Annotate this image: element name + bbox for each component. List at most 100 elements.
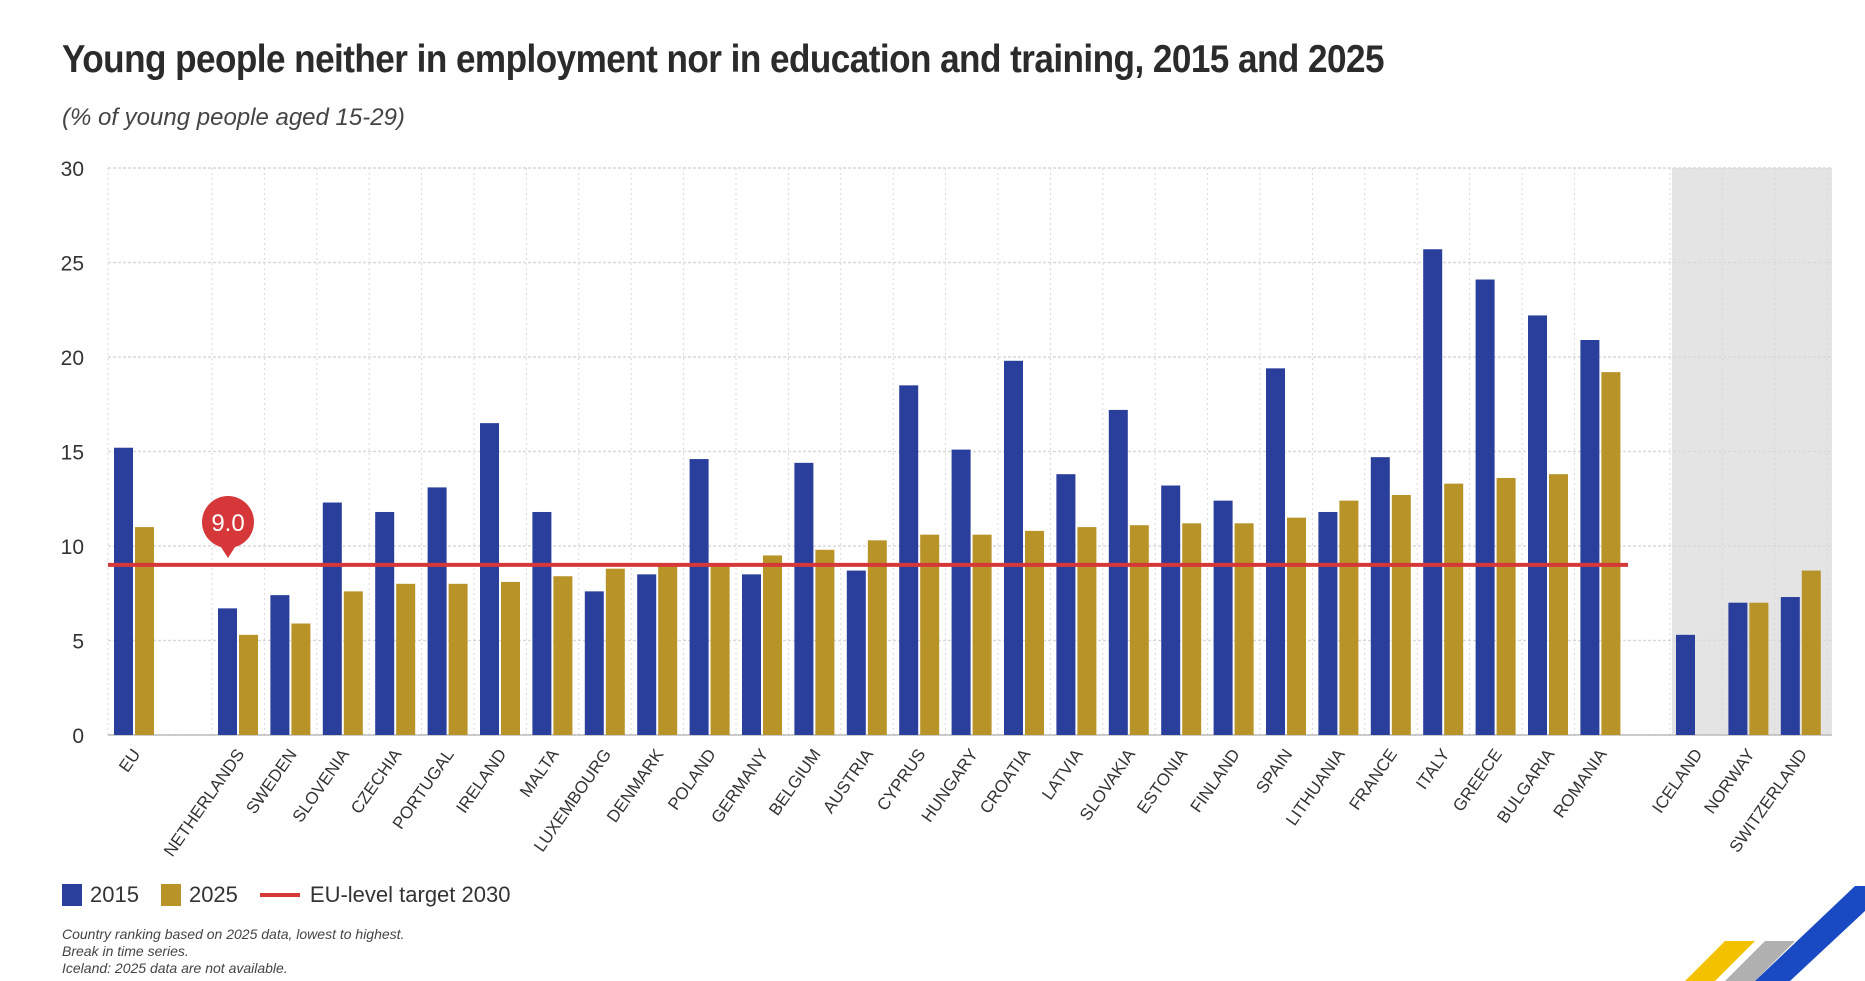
bar-2025-estonia (1182, 523, 1202, 735)
x-tick-label: EU (115, 745, 144, 775)
x-tick-label: NETHERLANDS (160, 745, 248, 860)
bar-2025-slovakia (1129, 525, 1149, 735)
bar-2015-belgium (794, 462, 814, 735)
legend-swatch-2015 (62, 884, 82, 906)
y-tick-label: 0 (72, 725, 84, 748)
bar-2015-austria (846, 570, 866, 735)
x-tick-label: ROMANIA (1550, 745, 1611, 821)
x-tick-label: SPAIN (1252, 745, 1296, 797)
x-tick-label: SWEDEN (242, 745, 300, 817)
bar-2025-germany (763, 555, 782, 735)
x-tick-label: MALTA (516, 745, 563, 801)
x-tick-label: POLAND (664, 745, 720, 813)
bar-2025-bulgaria (1549, 474, 1568, 735)
footnotes: Country ranking based on 2025 data, lowe… (62, 926, 404, 977)
bar-2015-latvia (1056, 474, 1076, 735)
bar-2025-italy (1444, 483, 1464, 735)
bar-2015-romania (1580, 339, 1600, 735)
x-tick-label: ICELAND (1648, 745, 1706, 816)
eurostat-logo-graphic (1685, 886, 1865, 981)
bar-2025-switzerland (1801, 570, 1821, 735)
legend-label-2015: 2015 (90, 882, 139, 907)
bar-2025-malta (553, 576, 573, 735)
bar-2025-spain (1287, 517, 1306, 735)
bar-2015-poland (689, 459, 709, 735)
bar-2015-germany (742, 574, 761, 735)
bar-2015-italy (1423, 249, 1443, 735)
bar-2015-switzerland (1780, 597, 1800, 735)
logo-yellow-stripe (1685, 941, 1755, 981)
bar-2015-hungary (951, 449, 971, 735)
bar-2015-estonia (1161, 485, 1181, 735)
bar-2015-cyprus (899, 385, 919, 735)
bar-2025-lithuania (1339, 500, 1359, 735)
x-tick-label: AUSTRIA (819, 745, 877, 817)
y-tick-label: 10 (61, 536, 84, 559)
bar-2015-luxembourg (584, 591, 604, 735)
bar-2025-finland (1234, 523, 1254, 735)
bar-2015-eu (114, 447, 133, 735)
bar-2015-denmark (637, 574, 657, 735)
x-tick-label: ESTONIA (1133, 745, 1192, 817)
logo-grey-stripe (1725, 941, 1795, 981)
bar-2025-ireland (501, 581, 520, 735)
bar-2015-ireland (480, 423, 499, 735)
bar-2025-poland (710, 563, 730, 735)
y-tick-label: 5 (72, 631, 84, 654)
footnote-iceland: Iceland: 2025 data are not available. (62, 960, 288, 976)
target-marker-label: 9.0 (211, 510, 244, 537)
footnote-ranking: Country ranking based on 2025 data, lowe… (62, 926, 405, 942)
bar-2025-portugal (448, 583, 468, 735)
bar-2015-portugal (427, 487, 447, 735)
bar-2015-france (1370, 457, 1390, 735)
bar-2025-sweden (291, 623, 311, 735)
bar-2025-slovenia (343, 591, 363, 735)
chart-subtitle: (% of young people aged 15-29) (62, 104, 405, 131)
x-tick-label: FRANCE (1345, 745, 1401, 813)
y-tick-label: 15 (61, 442, 84, 465)
bar-2015-croatia (1004, 360, 1023, 735)
legend-swatch-2025 (160, 884, 181, 906)
bar-2025-croatia (1025, 530, 1044, 735)
x-tick-label: NORWAY (1700, 745, 1758, 817)
x-tick-label: BELGIUM (765, 745, 824, 819)
legend-label-2025: 2025 (188, 882, 238, 907)
bar-2015-finland (1213, 500, 1233, 735)
logo-blue-stripe (1755, 886, 1865, 981)
bar-2025-latvia (1077, 527, 1097, 735)
x-tick-label: CZECHIA (347, 745, 406, 818)
footnote-break: Break in time series. (62, 943, 189, 959)
bar-2025-eu (135, 527, 154, 735)
legend: 2015 2025 EU-level target 2030 (62, 880, 532, 910)
bar-2025-austria (867, 540, 887, 735)
y-tick-label: 30 (61, 158, 84, 181)
chart-title: Young people neither in employment nor i… (62, 38, 1384, 81)
bar-2015-iceland (1676, 634, 1695, 735)
bar-2025-cyprus (920, 534, 940, 735)
x-tick-label: ITALY (1412, 745, 1453, 793)
bar-2015-slovenia (322, 502, 342, 735)
x-tick-label: IRELAND (452, 745, 510, 816)
bar-2025-norway (1749, 602, 1769, 735)
x-tick-label: LATVIA (1038, 745, 1087, 803)
bar-2025-luxembourg (605, 568, 625, 735)
bar-2015-norway (1728, 602, 1748, 735)
legend-item-2025: 2025 (160, 882, 238, 908)
bar-2015-netherlands (218, 608, 237, 735)
bar-2025-denmark (658, 564, 678, 735)
bar-2025-belgium (815, 549, 835, 735)
x-tick-label: FINLAND (1187, 745, 1244, 815)
bar-2025-hungary (972, 534, 992, 735)
bar-2015-malta (532, 511, 552, 735)
bar-2025-greece (1496, 477, 1516, 735)
x-tick-label: GREECE (1449, 745, 1506, 815)
bar-2015-slovakia (1108, 409, 1128, 735)
target-marker-pointer (219, 544, 237, 558)
target-marker-bubble (202, 496, 254, 548)
y-tick-label: 25 (61, 253, 84, 276)
bar-2015-lithuania (1318, 511, 1338, 735)
bar-2025-romania (1601, 372, 1621, 735)
x-tick-label: CYPRUS (873, 745, 929, 814)
bar-2015-czechia (375, 511, 395, 735)
